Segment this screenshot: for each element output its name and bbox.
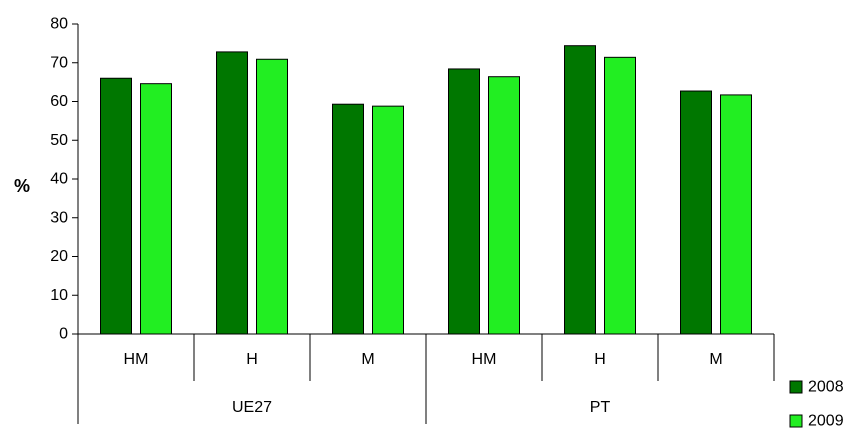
group-label: PT — [590, 399, 611, 416]
bar-2008-5 — [680, 90, 712, 335]
bar-2008-0 — [100, 77, 132, 335]
axes — [77, 24, 775, 424]
bar-2008-2 — [332, 103, 364, 335]
legend: 2008 2009 — [789, 379, 844, 428]
bar-2009-4 — [604, 56, 636, 335]
y-axis-ticks: 0 10 20 30 40 50 60 70 80 — [50, 16, 78, 343]
legend-label: 2009 — [808, 413, 844, 428]
y-tick-label: 30 — [50, 209, 68, 226]
bar-2008-4 — [564, 45, 596, 335]
y-tick-label: 10 — [50, 287, 68, 304]
x-tick-label: H — [246, 351, 258, 368]
y-tick-label: 20 — [50, 248, 68, 265]
y-axis-label: % — [14, 176, 30, 196]
bars — [100, 45, 752, 335]
legend-swatch-2009 — [789, 414, 803, 428]
x-tick-label: HM — [124, 351, 149, 368]
x-tick-label: M — [361, 351, 374, 368]
y-tick-label: 0 — [59, 326, 68, 343]
y-tick-label: 40 — [50, 171, 68, 188]
y-tick-label: 80 — [50, 16, 68, 33]
bar-2009-3 — [488, 76, 520, 335]
bar-2009-0 — [140, 83, 172, 335]
x-tick-label: HM — [472, 351, 497, 368]
bar-2009-5 — [720, 94, 752, 335]
bar-2008-1 — [216, 51, 248, 335]
bar-2009-1 — [256, 58, 288, 335]
legend-swatch-2008 — [789, 380, 803, 394]
y-tick-label: 70 — [50, 54, 68, 71]
bar-2008-3 — [448, 68, 480, 335]
x-tick-label: H — [594, 351, 606, 368]
bar-2009-2 — [372, 105, 404, 335]
y-tick-label: 50 — [50, 132, 68, 149]
legend-label: 2008 — [808, 379, 844, 396]
x-tick-label: M — [709, 351, 722, 368]
group-label: UE27 — [232, 399, 272, 416]
y-tick-label: 60 — [50, 93, 68, 110]
